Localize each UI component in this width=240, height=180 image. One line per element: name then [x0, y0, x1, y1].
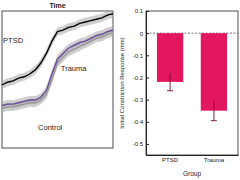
x-tick-label: PTSD — [162, 157, 179, 163]
x-tick-label: Trauma — [204, 157, 225, 163]
y-tick-mark — [146, 11, 149, 12]
y-axis-line — [146, 12, 147, 156]
series-line — [2, 33, 113, 108]
plot-frame — [146, 11, 238, 155]
y-tick-mark — [146, 33, 149, 34]
bar — [201, 33, 227, 111]
error-bar-cap — [211, 120, 217, 121]
y-tick-label: -0.2 — [133, 75, 144, 81]
y-tick: 0 — [140, 31, 149, 37]
y-tick-mark — [146, 122, 149, 123]
y-tick-label: -0.1 — [133, 53, 144, 59]
annotation: PTSD — [3, 36, 24, 45]
x-axis-title: Group — [183, 170, 201, 178]
y-tick-label: -0.4 — [133, 119, 144, 125]
error-bar — [167, 73, 173, 91]
error-bar-cap — [167, 90, 173, 91]
bar-chart: 0.1 0 -0.1 -0.2 -0.3 -0.4 -0.5 PTSD Trauma Group I… — [119, 8, 239, 178]
plot-area — [146, 33, 238, 121]
annotation: Trauma — [61, 64, 87, 73]
y-tick-label: 0.1 — [135, 8, 144, 14]
error-band — [2, 26, 113, 110]
y-tick: -0.5 — [133, 141, 149, 147]
y-axis-title: Initial Constriction Response (mm) — [119, 37, 125, 129]
x-tick: Trauma — [204, 155, 225, 163]
y-axis: 0.1 0 -0.1 -0.2 -0.3 -0.4 -0.5 — [133, 8, 149, 155]
series-line — [2, 14, 113, 85]
error-bar-stem — [213, 101, 214, 121]
y-tick-label: 0 — [140, 31, 144, 37]
y-tick: -0.3 — [133, 97, 149, 103]
y-tick-mark — [146, 55, 149, 56]
x-tick: PTSD — [162, 155, 179, 163]
error-band — [2, 11, 113, 89]
figure: Time PTSD Trauma Control 0.1 0 -0.1 -0.2 -0.3 -0.… — [0, 0, 240, 180]
x-axis: PTSD Trauma — [147, 155, 239, 163]
y-tick-mark — [146, 100, 149, 101]
title: Time — [49, 2, 65, 9]
error-bar — [211, 101, 217, 121]
y-tick-mark — [146, 144, 149, 145]
series-line — [2, 30, 113, 105]
y-tick: 0.1 — [135, 8, 149, 14]
y-tick: -0.4 — [133, 119, 149, 125]
y-tick-label: -0.3 — [133, 97, 144, 103]
line-chart: Time PTSD Trauma Control — [2, 2, 113, 148]
y-tick: -0.1 — [133, 53, 149, 59]
error-bar-stem — [170, 73, 171, 91]
y-tick-label: -0.5 — [133, 141, 144, 147]
y-tick: -0.2 — [133, 75, 149, 81]
plot-area — [2, 11, 113, 112]
x-axis-line — [147, 155, 239, 156]
annotation: Control — [38, 123, 63, 132]
y-tick-mark — [146, 77, 149, 78]
